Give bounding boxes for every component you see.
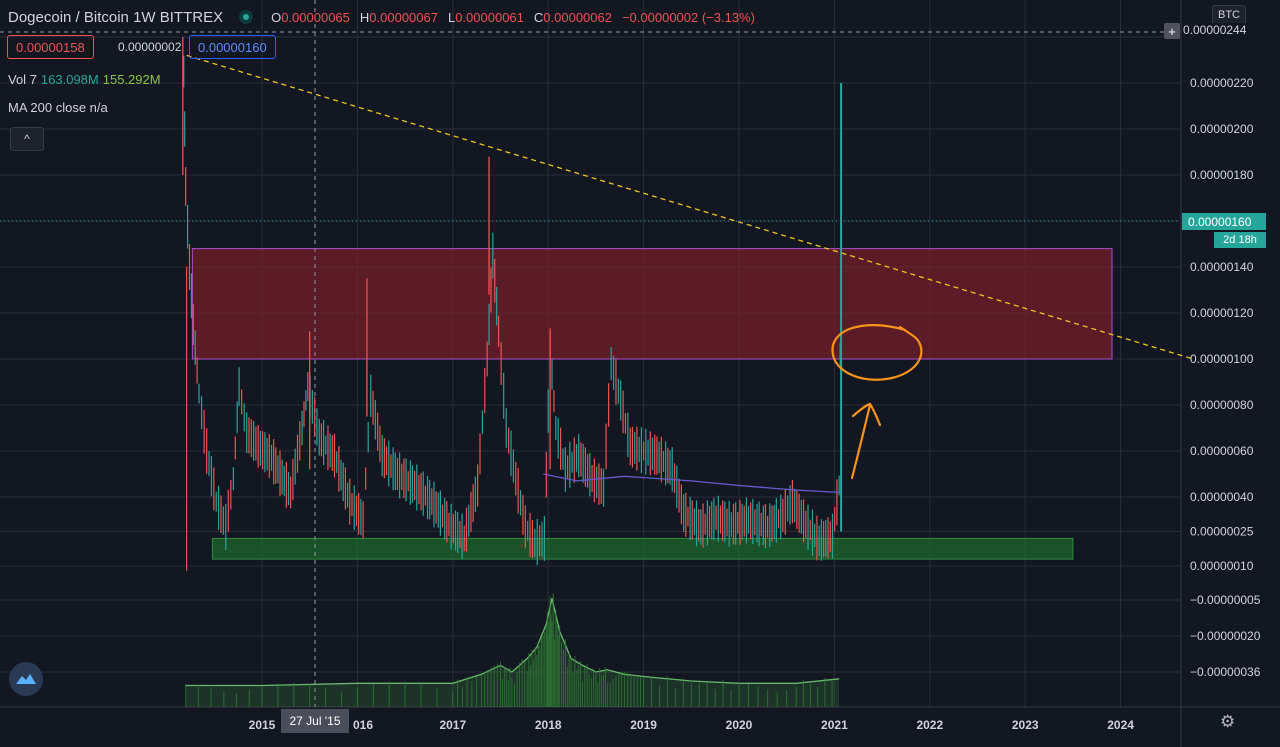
time-tick-label: 2019 [630, 718, 657, 732]
price-tick-label: −0.00000020 [1190, 629, 1261, 643]
annotation-arrow [850, 402, 882, 480]
buy-price-button[interactable]: 0.00000160 [189, 35, 276, 59]
crosshair-price-label: 0.00000244 [1183, 23, 1269, 39]
price-change: −0.00000002 (−3.13%) [621, 9, 755, 25]
collapse-legend-button[interactable]: ^ [10, 127, 44, 151]
price-tick-label: 0.00000140 [1190, 260, 1254, 274]
ohlc-open: O0.00000065 [271, 9, 350, 25]
price-tick-label: 0.00000010 [1190, 559, 1254, 573]
ma-value: n/a [89, 100, 108, 115]
time-tick-label: 2023 [1012, 718, 1039, 732]
price-tick-label: 0.00000200 [1190, 122, 1254, 136]
volume-indicator-legend[interactable]: Vol 7 163.098M 155.292M [8, 72, 161, 87]
chart-header: Dogecoin / Bitcoin 1W BITTREX O0.0000006… [8, 6, 765, 28]
price-tick-label: 0.00000040 [1190, 490, 1254, 504]
trendline [186, 54, 1194, 360]
volume-ma-value: 155.292M [102, 72, 161, 87]
time-tick-label: 2021 [821, 718, 848, 732]
ohlc-close: C0.00000062 [533, 9, 612, 25]
market-status-icon [239, 10, 254, 24]
price-tick-label: 0.00000025 [1190, 525, 1254, 539]
time-tick-label: 2015 [249, 718, 276, 732]
ma-indicator-legend[interactable]: MA 200 close n/a [8, 100, 108, 115]
time-tick-label: 2018 [535, 718, 562, 732]
price-tick-label: 0.00000220 [1190, 76, 1254, 90]
price-tick-label: 0.00000100 [1190, 352, 1254, 366]
price-tick-label: 0.00000180 [1190, 168, 1254, 182]
volume-label: Vol 7 [8, 72, 37, 87]
sell-price-button[interactable]: 0.00000158 [7, 35, 94, 59]
price-tick-label: 0.00000060 [1190, 444, 1254, 458]
price-tick-label: 0.00000120 [1190, 306, 1254, 320]
time-tick-label: 016 [353, 718, 373, 732]
symbol-title[interactable]: Dogecoin / Bitcoin 1W BITTREX [8, 8, 224, 26]
price-tick-label: −0.00000036 [1190, 665, 1261, 679]
annotation-circle [831, 324, 923, 381]
tradingview-logo-icon[interactable] [9, 662, 43, 696]
volume-value: 163.098M [40, 72, 99, 87]
time-tick-label: 2017 [439, 718, 466, 732]
bar-countdown: 2d 18h [1214, 232, 1266, 248]
ohlc-low: L0.00000061 [447, 9, 524, 25]
crosshair-date-label: 27 Jul '15 [281, 709, 349, 733]
current-price-label: 0.00000160 [1182, 213, 1266, 230]
resistance-zone [191, 248, 1113, 360]
time-tick-label: 2024 [1107, 718, 1134, 732]
time-tick-label: 2020 [726, 718, 753, 732]
price-tick-label: −0.00000005 [1190, 593, 1261, 607]
ohlc-high: H0.00000067 [359, 9, 438, 25]
price-tick-label: 0.00000080 [1190, 398, 1254, 412]
time-tick-label: 2022 [916, 718, 943, 732]
support-zone [211, 537, 1074, 560]
ma200-line [543, 473, 840, 494]
spread-value: 0.00000002 [118, 40, 182, 54]
settings-gear-icon[interactable]: ⚙ [1220, 712, 1236, 731]
add-alert-icon[interactable]: + [1164, 23, 1180, 39]
ma-label: MA 200 close [8, 100, 87, 115]
currency-badge[interactable]: BTC [1212, 5, 1246, 25]
